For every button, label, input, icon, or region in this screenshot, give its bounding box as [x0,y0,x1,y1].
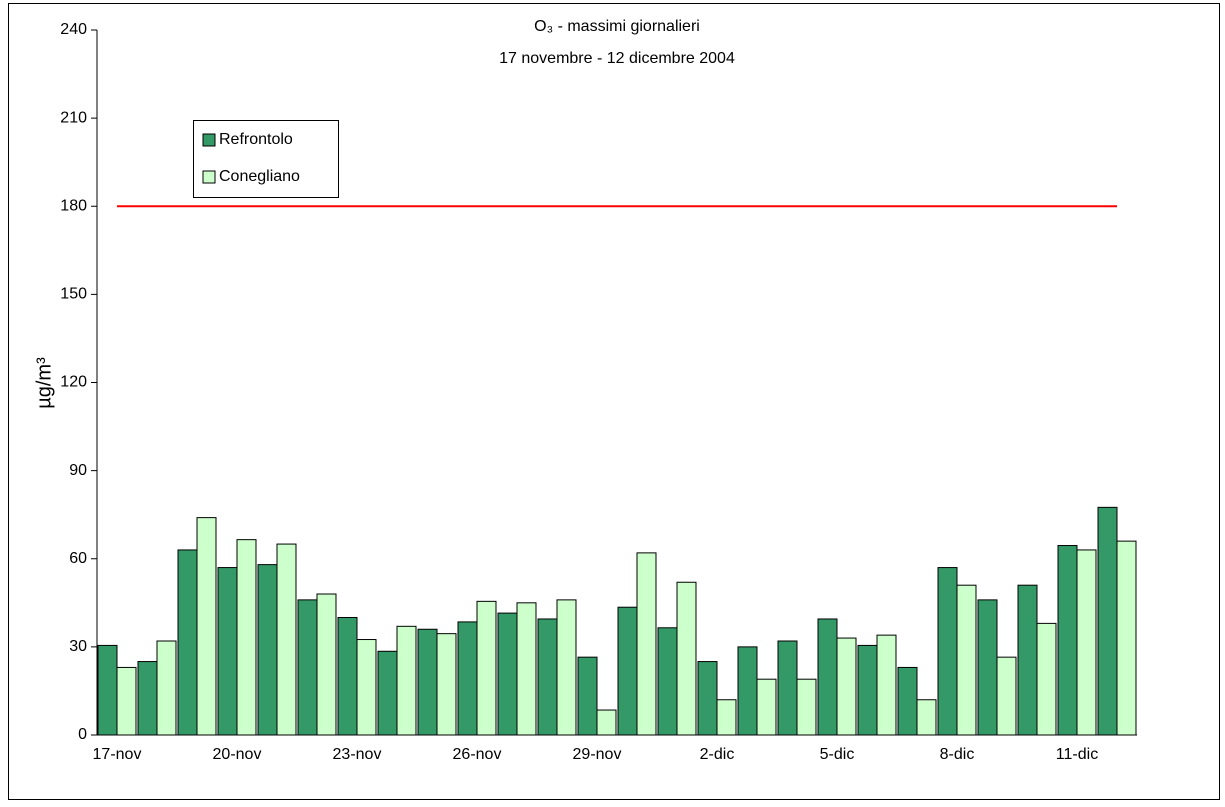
x-tick-label: 11-dic [1056,746,1098,763]
y-tick-label: 90 [69,462,87,479]
bar [596,709,617,736]
x-tick-label: 17-nov [93,746,142,763]
y-tick-label: 60 [69,550,87,567]
legend-swatch [202,170,216,184]
bar [1076,549,1097,736]
legend-label: Refrontolo [219,131,293,148]
bar [377,650,398,736]
bar [297,599,318,736]
bar [577,656,598,736]
bar [236,539,257,736]
bar [777,640,798,736]
bar [556,599,577,736]
bar [876,634,897,736]
y-axis-label: µg/m³ [33,357,55,409]
bar [137,661,158,736]
bar [1097,506,1118,736]
y-tick-label: 150 [60,286,87,303]
bar [937,567,958,736]
bar [316,593,337,736]
bar [996,656,1017,736]
bar [756,678,777,736]
bar [916,699,937,736]
x-tick-label: 29-nov [573,746,622,763]
bar [1116,540,1137,736]
bar [1036,622,1057,736]
bar [737,646,758,736]
bar [956,584,977,736]
bar [116,666,137,736]
bar [396,625,417,736]
bar [337,617,358,736]
x-tick-label: 23-nov [333,746,382,763]
bar [617,606,638,736]
bar [476,600,497,736]
bar [177,549,198,736]
bar [537,618,558,736]
bar [676,581,697,736]
bar [636,552,657,736]
y-tick-label: 210 [60,109,87,126]
legend-label: Conegliano [219,168,300,185]
y-tick-label: 240 [60,21,87,38]
bar [857,644,878,736]
bar [897,666,918,736]
x-tick-label: 2-dic [700,746,735,763]
bar [436,633,457,736]
chart-subtitle: 17 novembre - 12 dicembre 2004 [499,50,735,67]
bar [516,602,537,736]
bar [156,640,177,736]
legend-swatch [202,133,216,147]
bar [257,564,278,736]
bar [817,618,838,736]
bar [417,628,438,736]
bar [657,627,678,736]
bar [276,543,297,736]
bar [497,612,518,736]
x-tick-label: 8-dic [940,746,975,763]
bar [1017,584,1038,736]
bar [716,699,737,736]
bar [97,644,118,736]
y-tick-label: 120 [60,374,87,391]
x-tick-label: 20-nov [213,746,262,763]
chart-title: O₃ - massimi giornalieri [534,18,700,35]
bar [796,678,817,736]
bar [697,661,718,736]
bar [836,637,857,736]
bar [356,639,377,736]
y-tick-label: 180 [60,197,87,214]
y-tick-label: 0 [78,726,87,743]
y-tick-label: 30 [69,638,87,655]
bar [457,621,478,736]
bar [1057,545,1078,736]
bar [977,599,998,736]
bar [196,517,217,736]
x-tick-label: 5-dic [820,746,855,763]
legend-box [193,120,339,198]
x-tick-label: 26-nov [453,746,502,763]
bar [217,567,238,736]
